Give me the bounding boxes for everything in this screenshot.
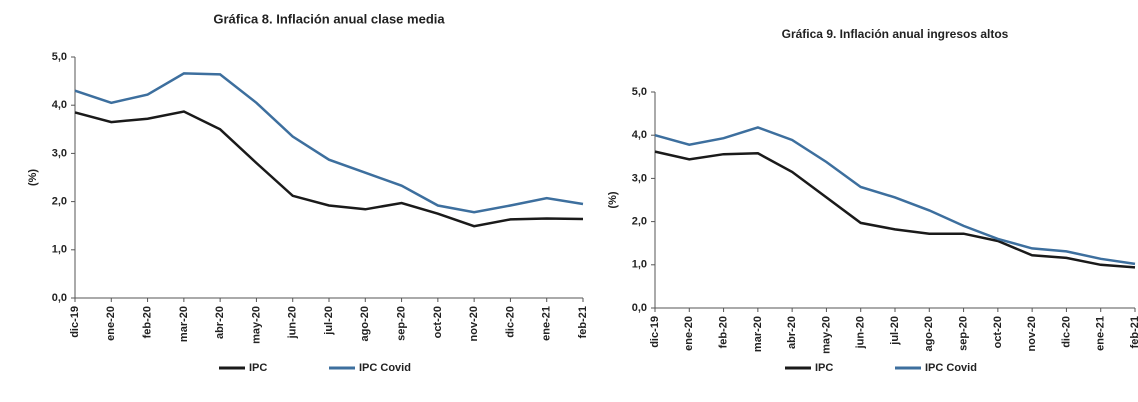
x-tick-label: ago-20 [359, 306, 371, 341]
chart-title: Gráfica 8. Inflación anual clase media [213, 11, 445, 26]
y-tick-label: 0,0 [52, 292, 67, 304]
y-axis-label: (%) [607, 191, 619, 208]
x-tick-label: ago-20 [923, 316, 935, 351]
y-tick-label: 1,0 [52, 244, 67, 256]
y-tick-label: 0,0 [632, 302, 647, 314]
x-tick-label: ene-20 [683, 316, 695, 351]
x-tick-label: dic-19 [69, 306, 81, 338]
y-tick-label: 2,0 [52, 196, 67, 208]
x-tick-label: feb-21 [1129, 316, 1138, 348]
x-tick-label: may-20 [250, 306, 262, 344]
x-tick-label: ene-21 [1095, 316, 1107, 351]
legend-label: IPC Covid [359, 362, 411, 374]
x-tick-label: mar-20 [178, 306, 190, 342]
legend-label: IPC Covid [925, 362, 977, 374]
series-line [654, 126, 1136, 266]
x-tick-label: jul-20 [889, 316, 901, 346]
x-tick-label: may-20 [820, 316, 832, 354]
x-tick-label: mar-20 [752, 316, 764, 352]
series-line [654, 150, 1136, 269]
x-tick-label: nov-20 [468, 306, 480, 341]
y-tick-label: 5,0 [632, 86, 647, 98]
y-tick-label: 3,0 [52, 147, 67, 159]
x-tick-label: sep-20 [395, 306, 407, 341]
x-tick-label: feb-20 [141, 306, 153, 338]
series-line [74, 72, 584, 214]
legend-label: IPC [815, 362, 833, 374]
chart-title: Gráfica 9. Inflación anual ingresos alto… [782, 27, 1009, 41]
x-tick-label: ene-20 [105, 306, 117, 341]
x-tick-label: feb-21 [577, 306, 589, 338]
x-tick-label: jun-20 [287, 306, 299, 339]
x-tick-label: oct-20 [992, 316, 1004, 348]
y-tick-label: 4,0 [632, 129, 647, 141]
x-tick-label: dic-20 [504, 306, 516, 338]
x-tick-label: dic-20 [1060, 316, 1072, 348]
y-tick-label: 3,0 [632, 172, 647, 184]
x-tick-label: jun-20 [855, 316, 867, 349]
x-tick-label: ene-21 [541, 306, 553, 341]
x-tick-label: dic-19 [649, 316, 661, 348]
y-axis-label: (%) [27, 169, 39, 186]
y-tick-label: 5,0 [52, 51, 67, 63]
series-line [74, 110, 584, 228]
x-tick-label: oct-20 [432, 306, 444, 338]
x-tick-label: abr-20 [786, 316, 798, 349]
x-tick-label: nov-20 [1026, 316, 1038, 351]
x-tick-label: sep-20 [957, 316, 969, 351]
x-tick-label: feb-20 [717, 316, 729, 348]
x-tick-label: abr-20 [214, 306, 226, 339]
y-tick-label: 2,0 [632, 216, 647, 228]
y-tick-label: 4,0 [52, 99, 67, 111]
y-tick-label: 1,0 [632, 259, 647, 271]
legend-label: IPC [249, 362, 267, 374]
x-tick-label: jul-20 [323, 306, 335, 336]
